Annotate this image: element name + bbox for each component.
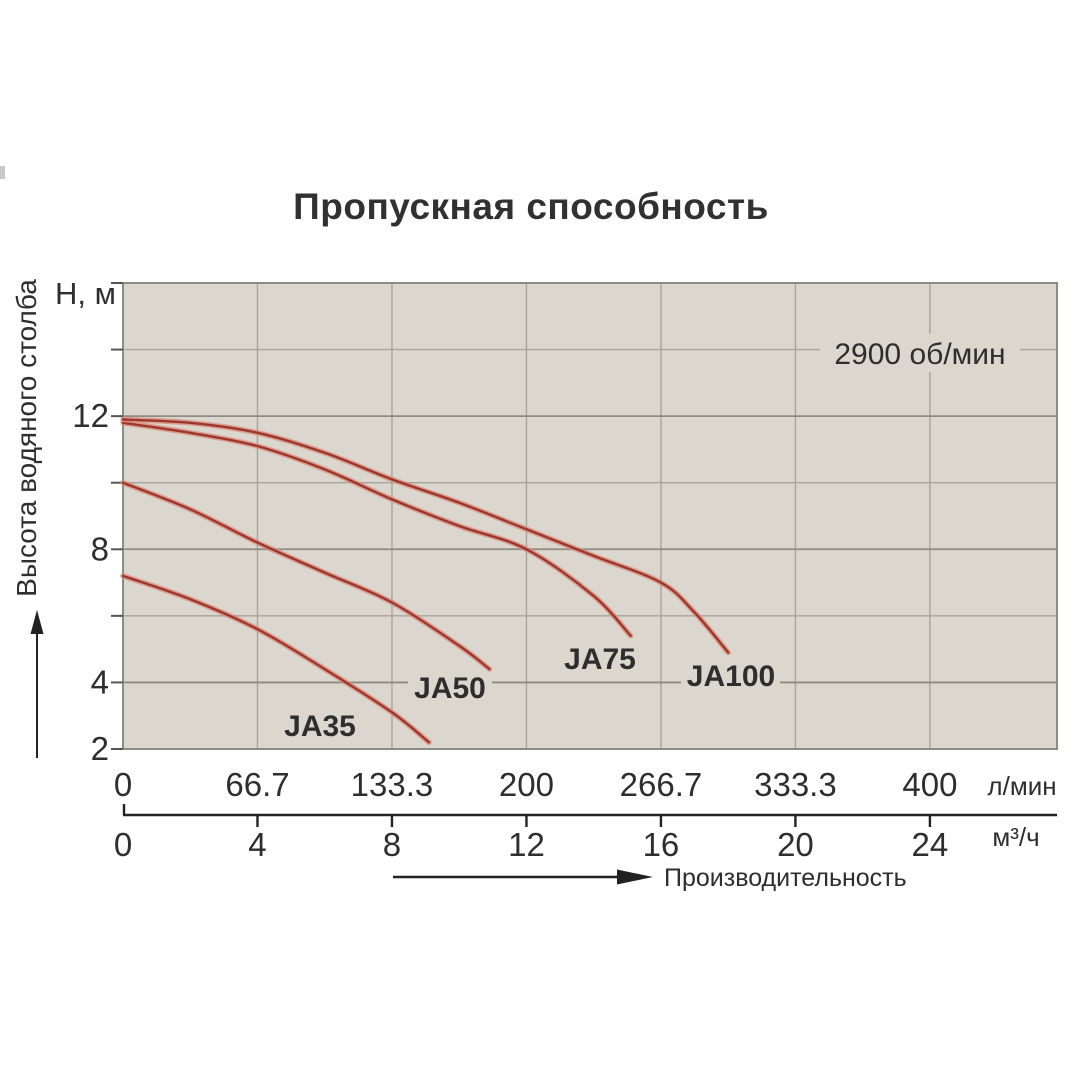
x-lmin-tick-label: 333.3 xyxy=(754,766,837,803)
curve-label-ja50: JA50 xyxy=(414,672,486,705)
curve-label-bg-ja50 xyxy=(408,671,492,704)
y-tick-label: 8 xyxy=(91,530,109,567)
x-m3h-tick-label: 20 xyxy=(777,826,814,863)
y-tick-label: 4 xyxy=(91,663,109,700)
curve-label-bg-ja35 xyxy=(277,709,363,742)
x-lmin-tick-label: 133.3 xyxy=(351,766,434,803)
curve-ja100 xyxy=(121,418,730,654)
curve-label-bg-ja100 xyxy=(681,658,780,691)
rpm-annotation-bg xyxy=(820,334,1020,372)
x-lmin-tick-label: 266.7 xyxy=(620,766,703,803)
x-axis-m3h-labels: 0 4 8 12 16 20 24 xyxy=(114,826,948,863)
x-axis-m3h-unit: м³/ч xyxy=(992,822,1039,852)
y-axis-title: Высота водяного столба xyxy=(11,279,42,597)
x-m3h-tick-label: 4 xyxy=(248,826,266,863)
x-lmin-tick-label: 66.7 xyxy=(225,766,289,803)
x-axis-arrow-icon xyxy=(393,869,653,885)
curve-ja50 xyxy=(121,481,491,671)
x-axis-lmin-unit: л/мин xyxy=(987,771,1056,801)
rpm-annotation: 2900 об/мин xyxy=(834,338,1005,371)
y-axis-arrow-icon xyxy=(30,610,44,758)
curve-series xyxy=(120,416,731,746)
x-m3h-tick-label: 16 xyxy=(643,826,680,863)
x-lmin-tick-label: 200 xyxy=(499,766,554,803)
x-lmin-tick-label: 0 xyxy=(114,766,132,803)
y-tick-label: 12 xyxy=(72,397,109,434)
label-background-patches xyxy=(277,334,1020,742)
y-tick-label: 2 xyxy=(91,730,109,767)
curve-label-ja100: JA100 xyxy=(687,660,775,693)
x-axis-lmin-labels: 0 66.7 133.3 200 266.7 333.3 400 xyxy=(114,766,958,803)
y-axis-tick-labels: 12 8 4 2 xyxy=(72,397,109,767)
x-axis-m3h-ruler xyxy=(122,804,1057,827)
x-m3h-tick-label: 12 xyxy=(508,826,545,863)
y-axis-unit-label: Н, м xyxy=(55,276,116,311)
x-m3h-tick-label: 8 xyxy=(383,826,401,863)
curve-ja35 xyxy=(121,574,431,744)
curve-label-ja35: JA35 xyxy=(284,710,356,743)
curve-label-bg-ja75 xyxy=(558,643,642,675)
y-axis-ticks xyxy=(111,282,123,750)
curve-ja75 xyxy=(121,421,632,637)
curve-label-ja75: JA75 xyxy=(564,643,636,676)
x-lmin-tick-label: 400 xyxy=(902,766,957,803)
x-m3h-tick-label: 0 xyxy=(114,826,132,863)
x-m3h-tick-label: 24 xyxy=(912,826,949,863)
x-axis-title: Производительность xyxy=(664,864,907,892)
chart-title: Пропускная способность xyxy=(293,186,769,227)
plot-border xyxy=(122,282,1058,750)
edge-artifact xyxy=(0,166,5,179)
